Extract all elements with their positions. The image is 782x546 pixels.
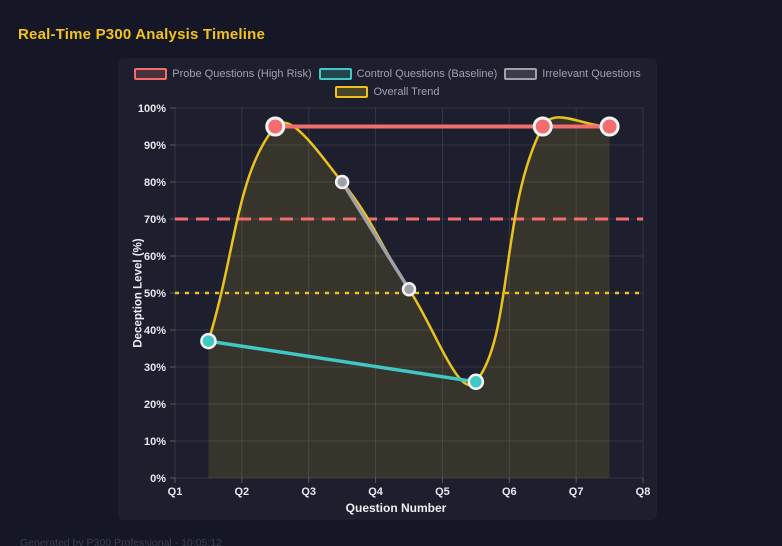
y-tick-label: 100% [138,103,166,115]
data-point-series-1[interactable] [200,332,217,350]
y-tick-label: 70% [144,214,166,226]
data-point-series-2[interactable] [401,282,417,297]
y-axis-title: Deception Level (%) [133,238,145,348]
x-tick-label: Q2 [235,486,250,498]
y-tick-label: 10% [144,436,166,448]
series-line-1 [206,339,478,384]
legend-row: Overall Trend [335,86,440,98]
x-tick-label: Q8 [636,486,651,498]
legend-swatch-icon [504,68,538,80]
y-axis-title-wrap: Deception Level (%) [126,108,152,478]
x-tick-label: Q3 [301,486,316,498]
legend-label: Probe Questions (High Risk) [172,68,312,80]
legend-item[interactable]: Overall Trend [335,86,440,98]
data-point-series-2[interactable] [334,174,350,190]
page-title: Real-Time P300 Analysis Timeline [18,26,266,43]
y-tick-label: 60% [144,251,166,263]
y-tick-label: 20% [144,399,166,411]
legend-label: Control Questions (Baseline) [356,68,498,80]
legend-item[interactable]: Probe Questions (High Risk) [134,68,312,80]
data-point-series-0[interactable] [532,116,553,137]
x-tick-label: Q5 [435,486,450,498]
y-tick-label: 90% [144,140,166,152]
x-tick-label: Q7 [569,486,584,498]
y-tick-label: 0% [150,473,166,485]
data-point-series-0[interactable] [265,116,286,137]
x-tick-label: Q4 [368,486,384,498]
series-line-2 [340,180,411,292]
legend-swatch-icon [134,68,168,80]
x-tick-label: Q1 [168,486,183,498]
data-point-series-0[interactable] [599,116,620,137]
y-tick-label: 80% [144,177,166,189]
legend-item[interactable]: Irrelevant Questions [504,68,641,80]
trend-area-fill [208,117,610,478]
data-point-series-1[interactable] [467,373,485,391]
legend-swatch-icon [318,68,352,80]
x-axis-title: Question Number [345,501,447,515]
chart-legend: Probe Questions (High Risk) Control Quest… [118,68,657,98]
legend-swatch-icon [335,86,369,98]
y-tick-label: 40% [144,325,166,337]
x-tick-label: Q6 [502,486,517,498]
p300-timeline-chart[interactable]: Q1 Q2 Q3 Q4 Q5 Q6 Q7 Q8 0% 10% 20% 30% 40% 50% 60% 70% 8… [118,58,657,520]
footer-note: Generated by P300 Professional - 10:05:1… [20,537,222,546]
y-tick-label: 30% [144,362,166,374]
legend-label: Overall Trend [373,86,440,98]
y-tick-label: 50% [144,288,166,300]
chart-panel: Probe Questions (High Risk) Control Quest… [118,58,657,520]
legend-item[interactable]: Control Questions (Baseline) [318,68,498,80]
legend-row: Probe Questions (High Risk) Control Quest… [134,68,641,80]
legend-label: Irrelevant Questions [542,68,641,80]
